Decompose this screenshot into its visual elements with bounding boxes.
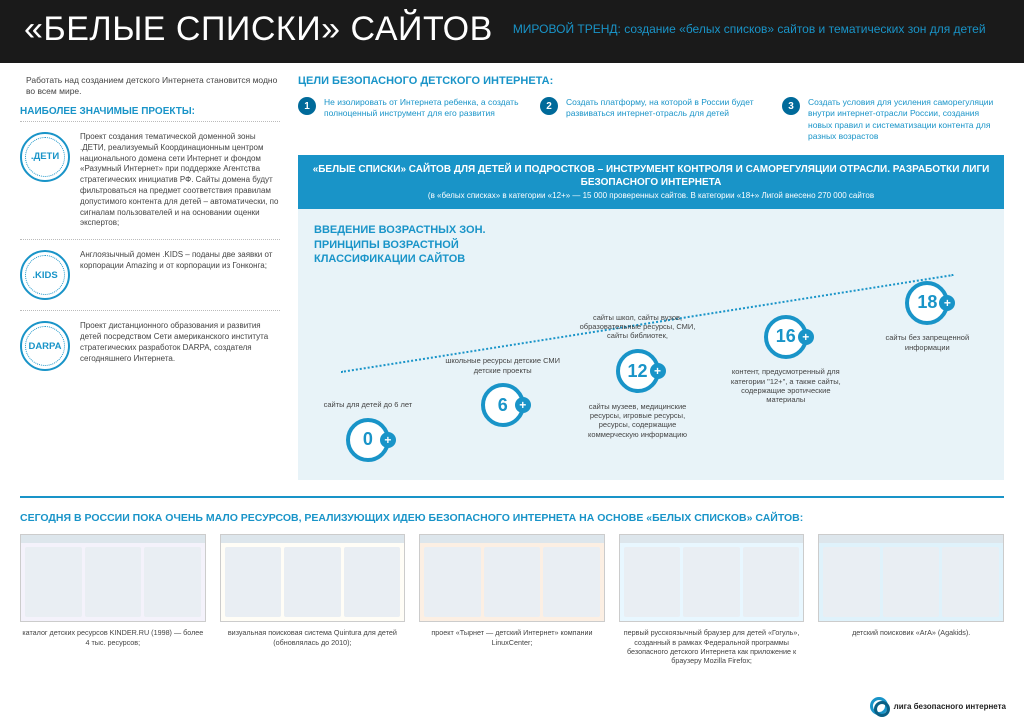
card-thumbnail xyxy=(419,534,605,622)
plus-icon: + xyxy=(798,329,814,345)
bottom-section: СЕГОДНЯ В РОССИИ ПОКА ОЧЕНЬ МАЛО РЕСУРСО… xyxy=(0,506,1024,673)
card-caption: визуальная поисковая система Quintura дл… xyxy=(220,628,406,647)
resource-card: первый русскоязычный браузер для детей «… xyxy=(619,534,805,665)
header-bar: «БЕЛЫЕ СПИСКИ» САЙТОВ МИРОВОЙ ТРЕНД: соз… xyxy=(0,0,1024,63)
logo-icon xyxy=(870,697,888,715)
right-column: ЦЕЛИ БЕЗОПАСНОГО ДЕТСКОГО ИНТЕРНЕТА: 1 Н… xyxy=(298,75,1004,480)
age-node-label: сайты для детей до 6 лет xyxy=(308,400,428,409)
age-heading: ВВЕДЕНИЕ ВОЗРАСТНЫХ ЗОН. ПРИНЦИПЫ ВОЗРАС… xyxy=(314,223,514,266)
goals-row: 1 Не изолировать от Интернета ребенка, а… xyxy=(298,97,1004,143)
project-badge: DARPA xyxy=(20,321,70,371)
age-node-label-top: сайты школ, сайты вузов, образовательные… xyxy=(578,313,698,341)
age-timeline: 0+сайты для детей до 6 лет6+школьные рес… xyxy=(314,276,988,466)
footer-logo: лига безопасного интернета xyxy=(870,697,1006,715)
age-panel: «БЕЛЫЕ СПИСКИ» САЙТОВ ДЛЯ ДЕТЕЙ И ПОДРОС… xyxy=(298,155,1004,480)
project-item: DARPA Проект дистанционного образования … xyxy=(20,321,280,381)
projects-heading: НАИБОЛЕЕ ЗНАЧИМЫЕ ПРОЕКТЫ: xyxy=(20,106,280,122)
footer-text: лига безопасного интернета xyxy=(894,702,1006,711)
plus-icon: + xyxy=(939,295,955,311)
project-text: Англоязычный домен .KIDS – поданы две за… xyxy=(80,250,280,300)
goal-number: 1 xyxy=(298,97,316,115)
cards-row: каталог детских ресурсов KINDER.RU (1998… xyxy=(20,534,1004,665)
age-node-label: сайты без запрещенной информации xyxy=(867,333,987,352)
goal-item: 3 Создать условия для усиления саморегул… xyxy=(782,97,1004,143)
header-subtitle: МИРОВОЙ ТРЕНД: создание «белых списков» … xyxy=(513,22,986,38)
resource-card: визуальная поисковая система Quintura дл… xyxy=(220,534,406,665)
age-node-label: контент, предусмотренный для категории "… xyxy=(726,367,846,405)
goals-heading: ЦЕЛИ БЕЗОПАСНОГО ДЕТСКОГО ИНТЕРНЕТА: xyxy=(298,75,1004,87)
card-thumbnail xyxy=(818,534,1004,622)
card-thumbnail xyxy=(619,534,805,622)
age-node-12: 12+ xyxy=(616,349,660,393)
plus-icon: + xyxy=(515,397,531,413)
card-caption: первый русскоязычный браузер для детей «… xyxy=(619,628,805,665)
card-thumbnail xyxy=(20,534,206,622)
goal-item: 1 Не изолировать от Интернета ребенка, а… xyxy=(298,97,520,143)
goal-text: Создать платформу, на которой в России б… xyxy=(566,97,762,143)
plus-icon: + xyxy=(650,363,666,379)
panel-head: «БЕЛЫЕ СПИСКИ» САЙТОВ ДЛЯ ДЕТЕЙ И ПОДРОС… xyxy=(298,155,1004,209)
header-sub-lead: МИРОВОЙ ТРЕНД: xyxy=(513,22,621,36)
card-caption: проект «Тырнет — детский Интернет» компа… xyxy=(419,628,605,647)
card-thumbnail xyxy=(220,534,406,622)
header-sub-rest: создание «белых списков» сайтов и темати… xyxy=(624,22,985,36)
resource-card: каталог детских ресурсов KINDER.RU (1998… xyxy=(20,534,206,665)
age-node-18: 18+ xyxy=(905,281,949,325)
project-item: .ДЕТИ Проект создания тематической домен… xyxy=(20,132,280,240)
project-badge: .ДЕТИ xyxy=(20,132,70,182)
goal-text: Создать условия для усиления саморегуляц… xyxy=(808,97,1004,143)
project-item: .KIDS Англоязычный домен .KIDS – поданы … xyxy=(20,250,280,311)
goal-text: Не изолировать от Интернета ребенка, а с… xyxy=(324,97,520,143)
project-text: Проект дистанционного образования и разв… xyxy=(80,321,280,371)
age-node-label: школьные ресурсы детские СМИ детские про… xyxy=(443,356,563,375)
age-node-0: 0+ xyxy=(346,418,390,462)
age-node-label: сайты музеев, медицинские ресурсы, игров… xyxy=(578,402,698,440)
resource-card: детский поисковик «АгА» (Agakids). xyxy=(818,534,1004,665)
left-column: Работать над созданием детского Интернет… xyxy=(20,75,280,480)
bottom-heading: СЕГОДНЯ В РОССИИ ПОКА ОЧЕНЬ МАЛО РЕСУРСО… xyxy=(20,512,1004,524)
age-node-6: 6+ xyxy=(481,383,525,427)
panel-title: «БЕЛЫЕ СПИСКИ» САЙТОВ ДЛЯ ДЕТЕЙ И ПОДРОС… xyxy=(312,163,990,189)
section-divider xyxy=(20,496,1004,498)
card-caption: каталог детских ресурсов KINDER.RU (1998… xyxy=(20,628,206,647)
project-badge: .KIDS xyxy=(20,250,70,300)
project-text: Проект создания тематической доменной зо… xyxy=(80,132,280,229)
page-title: «БЕЛЫЕ СПИСКИ» САЙТОВ xyxy=(24,10,493,49)
resource-card: проект «Тырнет — детский Интернет» компа… xyxy=(419,534,605,665)
goal-number: 2 xyxy=(540,97,558,115)
goal-item: 2 Создать платформу, на которой в России… xyxy=(540,97,762,143)
plus-icon: + xyxy=(380,432,396,448)
goal-number: 3 xyxy=(782,97,800,115)
intro-text: Работать над созданием детского Интернет… xyxy=(20,75,280,98)
card-caption: детский поисковик «АгА» (Agakids). xyxy=(818,628,1004,637)
age-node-16: 16+ xyxy=(764,315,808,359)
panel-subtitle: (в «белых списках» в категории «12+» — 1… xyxy=(312,191,990,201)
